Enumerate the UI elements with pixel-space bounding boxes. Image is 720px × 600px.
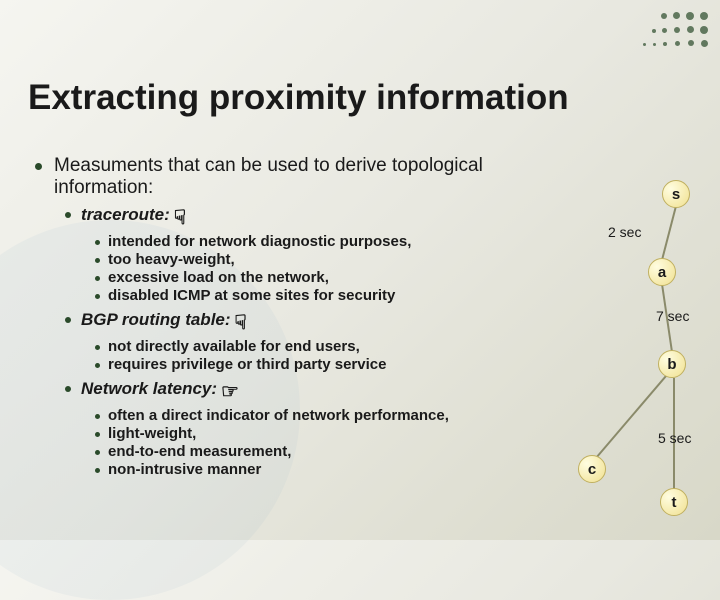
bullet-icon — [95, 468, 100, 473]
sub-item: intended for network diagnostic purposes… — [95, 233, 535, 250]
bullet-icon — [65, 317, 71, 323]
bullet-icon — [95, 276, 100, 281]
sub-item: excessive load on the network, — [95, 269, 535, 286]
edge-label-ab: 7 sec — [656, 308, 689, 324]
edge-label-sa: 2 sec — [608, 224, 641, 240]
node-t: t — [660, 488, 688, 516]
sub-item: non-intrusive manner — [95, 461, 535, 478]
bullet-icon — [95, 450, 100, 455]
node-a: a — [648, 258, 676, 286]
section-heading-bgp: BGP routing table: ☟ — [65, 310, 535, 335]
section-heading-latency: Network latency: ☞ — [65, 379, 535, 404]
bullet-icon — [95, 345, 100, 350]
edge-label-bt: 5 sec — [658, 430, 691, 446]
bullet-icon — [95, 414, 100, 419]
sub-item: not directly available for end users, — [95, 338, 535, 355]
bullet-icon — [65, 386, 71, 392]
node-s: s — [662, 180, 690, 208]
node-c: c — [578, 455, 606, 483]
section-heading-text: traceroute: — [81, 205, 170, 225]
sub-item: light-weight, — [95, 425, 535, 442]
node-b: b — [658, 350, 686, 378]
sub-item: disabled ICMP at some sites for security — [95, 287, 535, 304]
sub-item: often a direct indicator of network perf… — [95, 407, 535, 424]
bullet-icon — [95, 294, 100, 299]
main-bullet-text: Measuments that can be used to derive to… — [54, 155, 535, 199]
section-heading-traceroute: traceroute: ☟ — [65, 205, 535, 230]
network-diagram: s a b c t 2 sec 7 sec 5 sec — [540, 180, 700, 520]
bullet-icon — [95, 240, 100, 245]
main-bullet: Measuments that can be used to derive to… — [35, 155, 535, 199]
corner-dots — [602, 8, 712, 58]
section-heading-text: Network latency: — [81, 379, 217, 399]
slide-title: Extracting proximity information — [28, 78, 569, 118]
bullet-icon — [95, 363, 100, 368]
sub-item: end-to-end measurement, — [95, 443, 535, 460]
content-area: Measuments that can be used to derive to… — [35, 155, 535, 479]
bullet-icon — [95, 432, 100, 437]
thumbs-down-icon: ☟ — [174, 205, 186, 230]
thumbs-up-icon: ☞ — [221, 379, 239, 404]
sub-item: requires privilege or third party servic… — [95, 356, 535, 373]
bullet-icon — [35, 163, 42, 170]
section-heading-text: BGP routing table: — [81, 310, 231, 330]
sub-item: too heavy-weight, — [95, 251, 535, 268]
bullet-icon — [65, 212, 71, 218]
thumbs-down-icon: ☟ — [235, 310, 247, 335]
bullet-icon — [95, 258, 100, 263]
